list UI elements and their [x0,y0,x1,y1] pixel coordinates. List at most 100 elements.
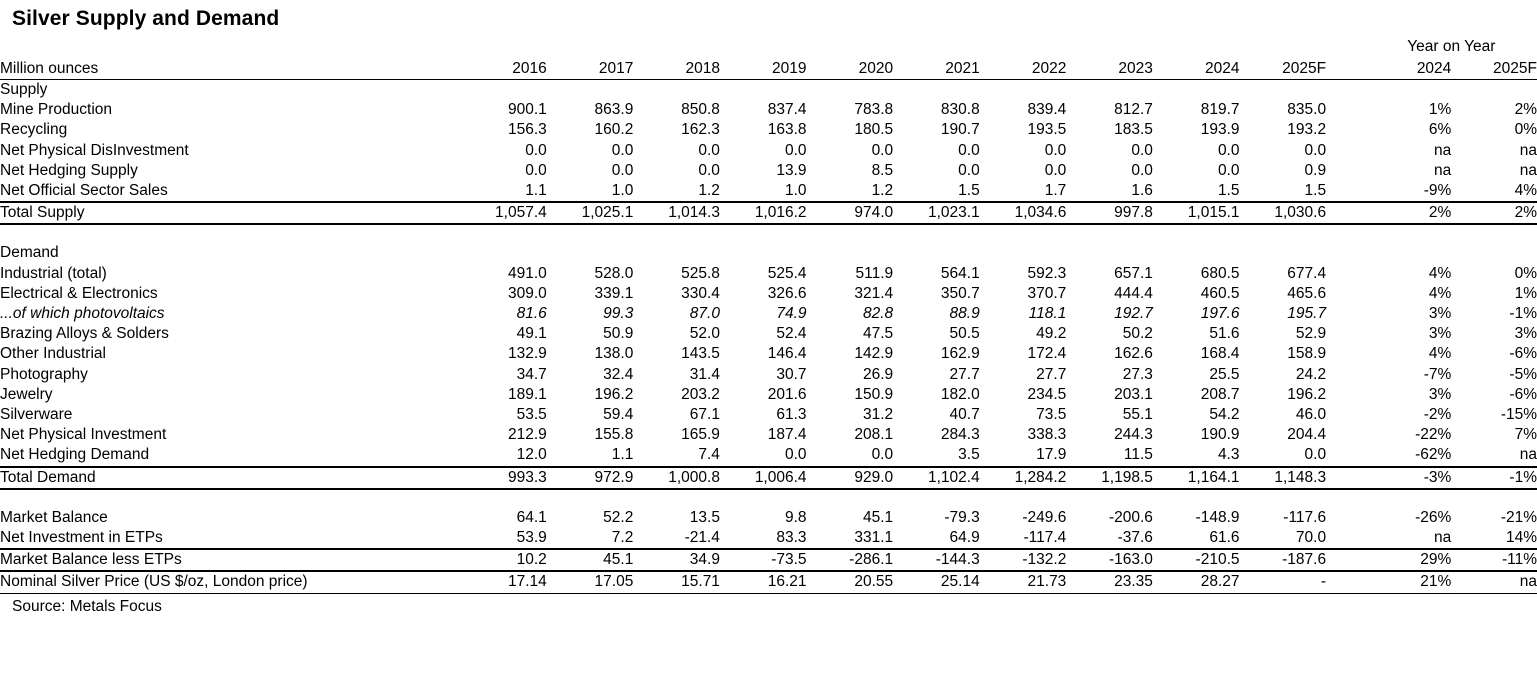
cell-other-industrial-2019: 146.4 [767,345,807,363]
cell-net-official-sector-sales-2023: 1.6 [1131,182,1153,200]
row-label-jewelry: Jewelry [0,385,53,403]
column-header-yoy-2025f[interactable]: 2025F [1451,58,1537,80]
cell-net-investment-in-etps-2017: 7.2 [611,529,634,547]
cell-electrical-and-electronics-2023: 444.4 [1114,284,1153,302]
cell-net-physical-disinvestment-2019: 0.0 [784,141,807,159]
cell-market-balance-less-etps-2021: -144.3 [893,548,980,573]
cell-net-physical-investment-2016: 212.9 [507,426,547,444]
cell-brazing-alloys-and-solders-2022: 49.2 [1036,325,1067,343]
spacer-cell [1240,224,1327,243]
gap-cell [1326,465,1366,490]
cell-yoy-demand-2024 [1366,243,1452,263]
cell-net-physical-investment-2017: 155.8 [594,426,634,444]
table-row-market-balance-less-etps: Market Balance less ETPs 10.2 45.1 34.9 -73.… [0,548,1537,573]
column-header-2018[interactable]: 2018 [633,58,720,80]
cell-net-hedging-demand-2022: 17.9 [1036,446,1067,464]
cell-total-supply-2019: 1,016.2 [719,201,807,226]
column-header-2020[interactable]: 2020 [806,58,894,80]
cell-total-demand-2023: 1,198.5 [1066,465,1153,490]
cell-supply-2022 [979,79,1067,101]
cell-recycling-2020: 180.5 [854,121,894,139]
cell-supply-2021 [893,79,980,101]
column-header-2021[interactable]: 2021 [893,58,980,80]
cell-mine-production-2017: 863.9 [594,101,634,119]
cell-yoy-industrial-total-2024: 4% [1428,264,1452,282]
row-label-photography: Photography [0,365,88,383]
cell-industrial-total-2017: 528.0 [594,264,634,282]
cell-industrial-total-2023: 657.1 [1114,264,1153,282]
cell-supply-2020 [806,79,894,101]
cell-photography-2019: 30.7 [776,365,807,383]
cell-net-official-sector-sales-2018: 1.2 [698,182,720,200]
cell-total-demand-2018: 1,000.8 [633,465,720,490]
spacer-cell [1326,224,1366,243]
cell-of-which-photovoltaics-2020: 82.8 [862,305,894,323]
cell-jewelry-2023: 203.1 [1114,385,1153,403]
column-header-2016[interactable]: 2016 [460,58,547,80]
cell-yoy-market-balance-less-etps-2025F: -11% [1451,548,1537,573]
cell-mine-production-2019: 837.4 [767,101,807,119]
table-header: Year on Year Million ounces 2016 2017 20… [0,36,1537,80]
cell-net-physical-disinvestment-2017: 0.0 [611,141,634,159]
cell-of-which-photovoltaics-2025F: 195.7 [1287,305,1327,323]
cell-recycling-2021: 190.7 [940,121,980,139]
cell-yoy-market-balance-2025F: -21% [1500,508,1537,526]
column-header-2025f[interactable]: 2025F [1239,58,1327,80]
column-header-2024[interactable]: 2024 [1152,58,1240,80]
table-row-silverware: Silverware 53.5 59.4 67.1 61.3 31.2 40.7 73.5 55… [0,405,1537,425]
cell-total-supply-2018: 1,014.3 [633,201,720,226]
cell-recycling-2019: 163.8 [767,121,807,139]
cell-net-hedging-demand-2023: 11.5 [1123,446,1153,464]
cell-market-balance-less-etps-2022: -132.2 [979,548,1067,573]
cell-yoy-brazing-alloys-and-solders-2025F: 3% [1514,325,1537,343]
column-header-2017[interactable]: 2017 [546,58,634,80]
row-label-silverware: Silverware [0,406,73,424]
cell-demand-2019 [720,243,807,263]
cell-photography-2021: 27.7 [949,365,980,383]
cell-net-hedging-supply-2025F: 0.9 [1304,161,1327,179]
cell-mine-production-2022: 839.4 [1027,101,1067,119]
column-header-2022[interactable]: 2022 [979,58,1067,80]
cell-demand-2024 [1153,243,1240,263]
cell-silverware-2025F: 46.0 [1295,406,1327,424]
cell-market-balance-2019: 9.8 [784,508,807,526]
column-header-yoy-2024[interactable]: 2024 [1365,58,1452,80]
cell-net-hedging-demand-2016: 12.0 [516,446,547,464]
cell-of-which-photovoltaics-2024: 197.6 [1200,305,1240,323]
cell-net-hedging-supply-2020: 8.5 [871,161,894,179]
cell-jewelry-2016: 189.1 [507,385,547,403]
cell-market-balance-2025F: -117.6 [1283,508,1327,526]
gap-cell [1326,344,1366,364]
cell-market-balance-less-etps-2025F: -187.6 [1239,548,1327,573]
cell-mine-production-2020: 783.8 [854,101,894,119]
cell-yoy-mine-production-2024: 1% [1428,101,1452,119]
gap-cell [1326,508,1366,528]
cell-nominal-silver-price-us-oz-london-price-2022: 21.73 [979,571,1067,594]
cell-net-investment-in-etps-2024: 61.6 [1209,529,1240,547]
cell-yoy-of-which-photovoltaics-2024: 3% [1428,305,1452,323]
cell-market-balance-2020: 45.1 [862,508,894,526]
gap-cell [1326,141,1366,161]
cell-net-official-sector-sales-2017: 1.0 [611,182,634,200]
cell-brazing-alloys-and-solders-2020: 47.5 [862,325,894,343]
cell-demand-2021 [893,243,980,263]
row-label-of-which-photovoltaics: ...of which photovoltaics [0,305,165,323]
cell-nominal-silver-price-us-oz-london-price-2023: 23.35 [1066,571,1153,594]
cell-net-physical-investment-2018: 165.9 [681,426,720,444]
spacer-cell [1451,489,1537,508]
cell-yoy-silverware-2025F: -15% [1500,406,1537,424]
spacer-cell [460,489,547,508]
cell-net-physical-disinvestment-2022: 0.0 [1044,141,1067,159]
cell-of-which-photovoltaics-2023: 192.7 [1114,305,1153,323]
cell-net-physical-investment-2023: 244.3 [1114,426,1153,444]
column-header-2023[interactable]: 2023 [1066,58,1153,80]
column-header-2019[interactable]: 2019 [719,58,807,80]
row-label-brazing-alloys-and-solders: Brazing Alloys & Solders [0,325,169,343]
cell-market-balance-2018: 13.5 [689,508,720,526]
spacer-cell [547,489,634,508]
cell-total-demand-2025F: 1,148.3 [1239,465,1327,490]
cell-net-hedging-demand-2024: 4.3 [1217,446,1240,464]
row-label-market-balance-less-etps: Market Balance less ETPs [0,548,461,573]
cell-net-hedging-supply-2018: 0.0 [698,161,720,179]
cell-yoy-silverware-2024: -2% [1423,406,1452,424]
